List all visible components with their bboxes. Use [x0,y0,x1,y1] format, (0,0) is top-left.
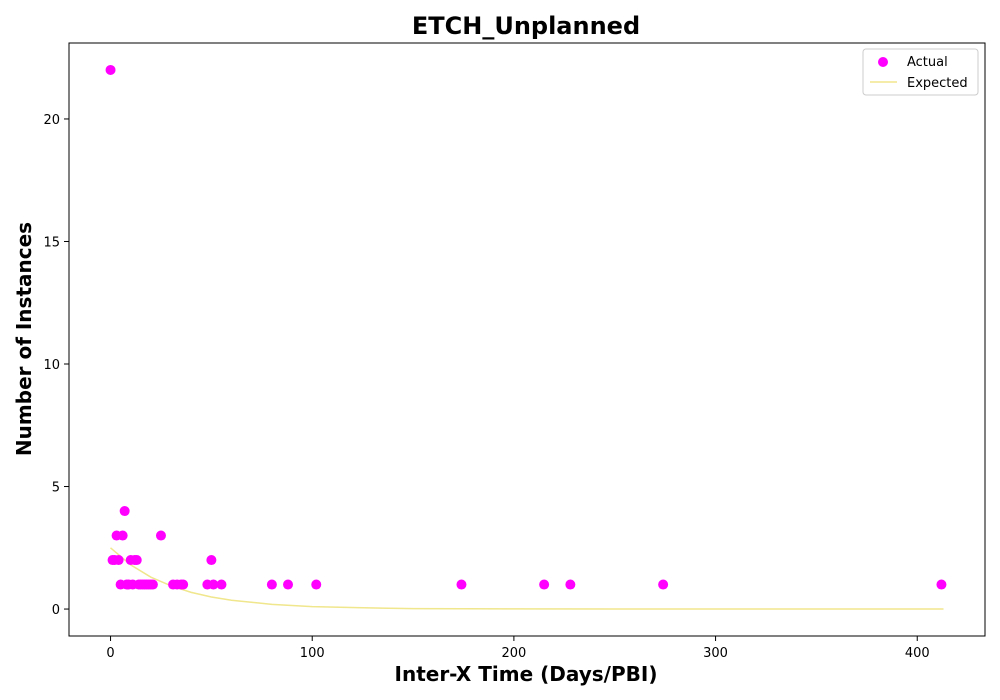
x-tick-label: 300 [703,646,728,661]
legend: Actual Expected [862,48,979,96]
actual-point [216,579,227,590]
actual-point [105,64,116,75]
y-tick-label: 10 [43,358,60,373]
actual-point [119,506,130,517]
actual-point [147,579,158,590]
actual-point [311,579,322,590]
legend-actual-marker [878,57,888,67]
x-tick-label: 0 [106,646,114,661]
y-tick-label: 0 [52,603,60,618]
plot-area [105,64,947,610]
legend-box [862,48,979,96]
actual-point [178,579,189,590]
x-tick-label: 100 [300,646,325,661]
actual-point [266,579,277,590]
actual-point [131,555,142,566]
expected-line [110,547,944,610]
actual-point [206,555,217,566]
y-tick-label: 5 [52,481,60,496]
x-axis-title: Inter-X Time (Days/PBI) [395,662,658,686]
x-tick-label: 200 [501,646,526,661]
actual-point [283,579,294,590]
actual-point [117,530,128,541]
y-tick-label: 20 [43,113,60,128]
actual-point [208,579,219,590]
x-tick-label: 400 [905,646,930,661]
y-axis-title: Number of Instances [12,222,36,456]
axes-frame [68,42,986,637]
legend-expected-label: Expected [907,76,968,91]
actual-point [936,579,947,590]
actual-point [539,579,550,590]
tick-labels: 0 100 200 300 400 0 5 10 15 20 [43,113,929,661]
actual-point [113,555,124,566]
chart-title: ETCH_Unplanned [412,12,640,40]
actual-point [155,530,166,541]
actual-point [456,579,467,590]
y-tick-label: 15 [43,235,60,250]
actual-point [658,579,669,590]
legend-actual-label: Actual [907,55,948,70]
actual-point [565,579,576,590]
